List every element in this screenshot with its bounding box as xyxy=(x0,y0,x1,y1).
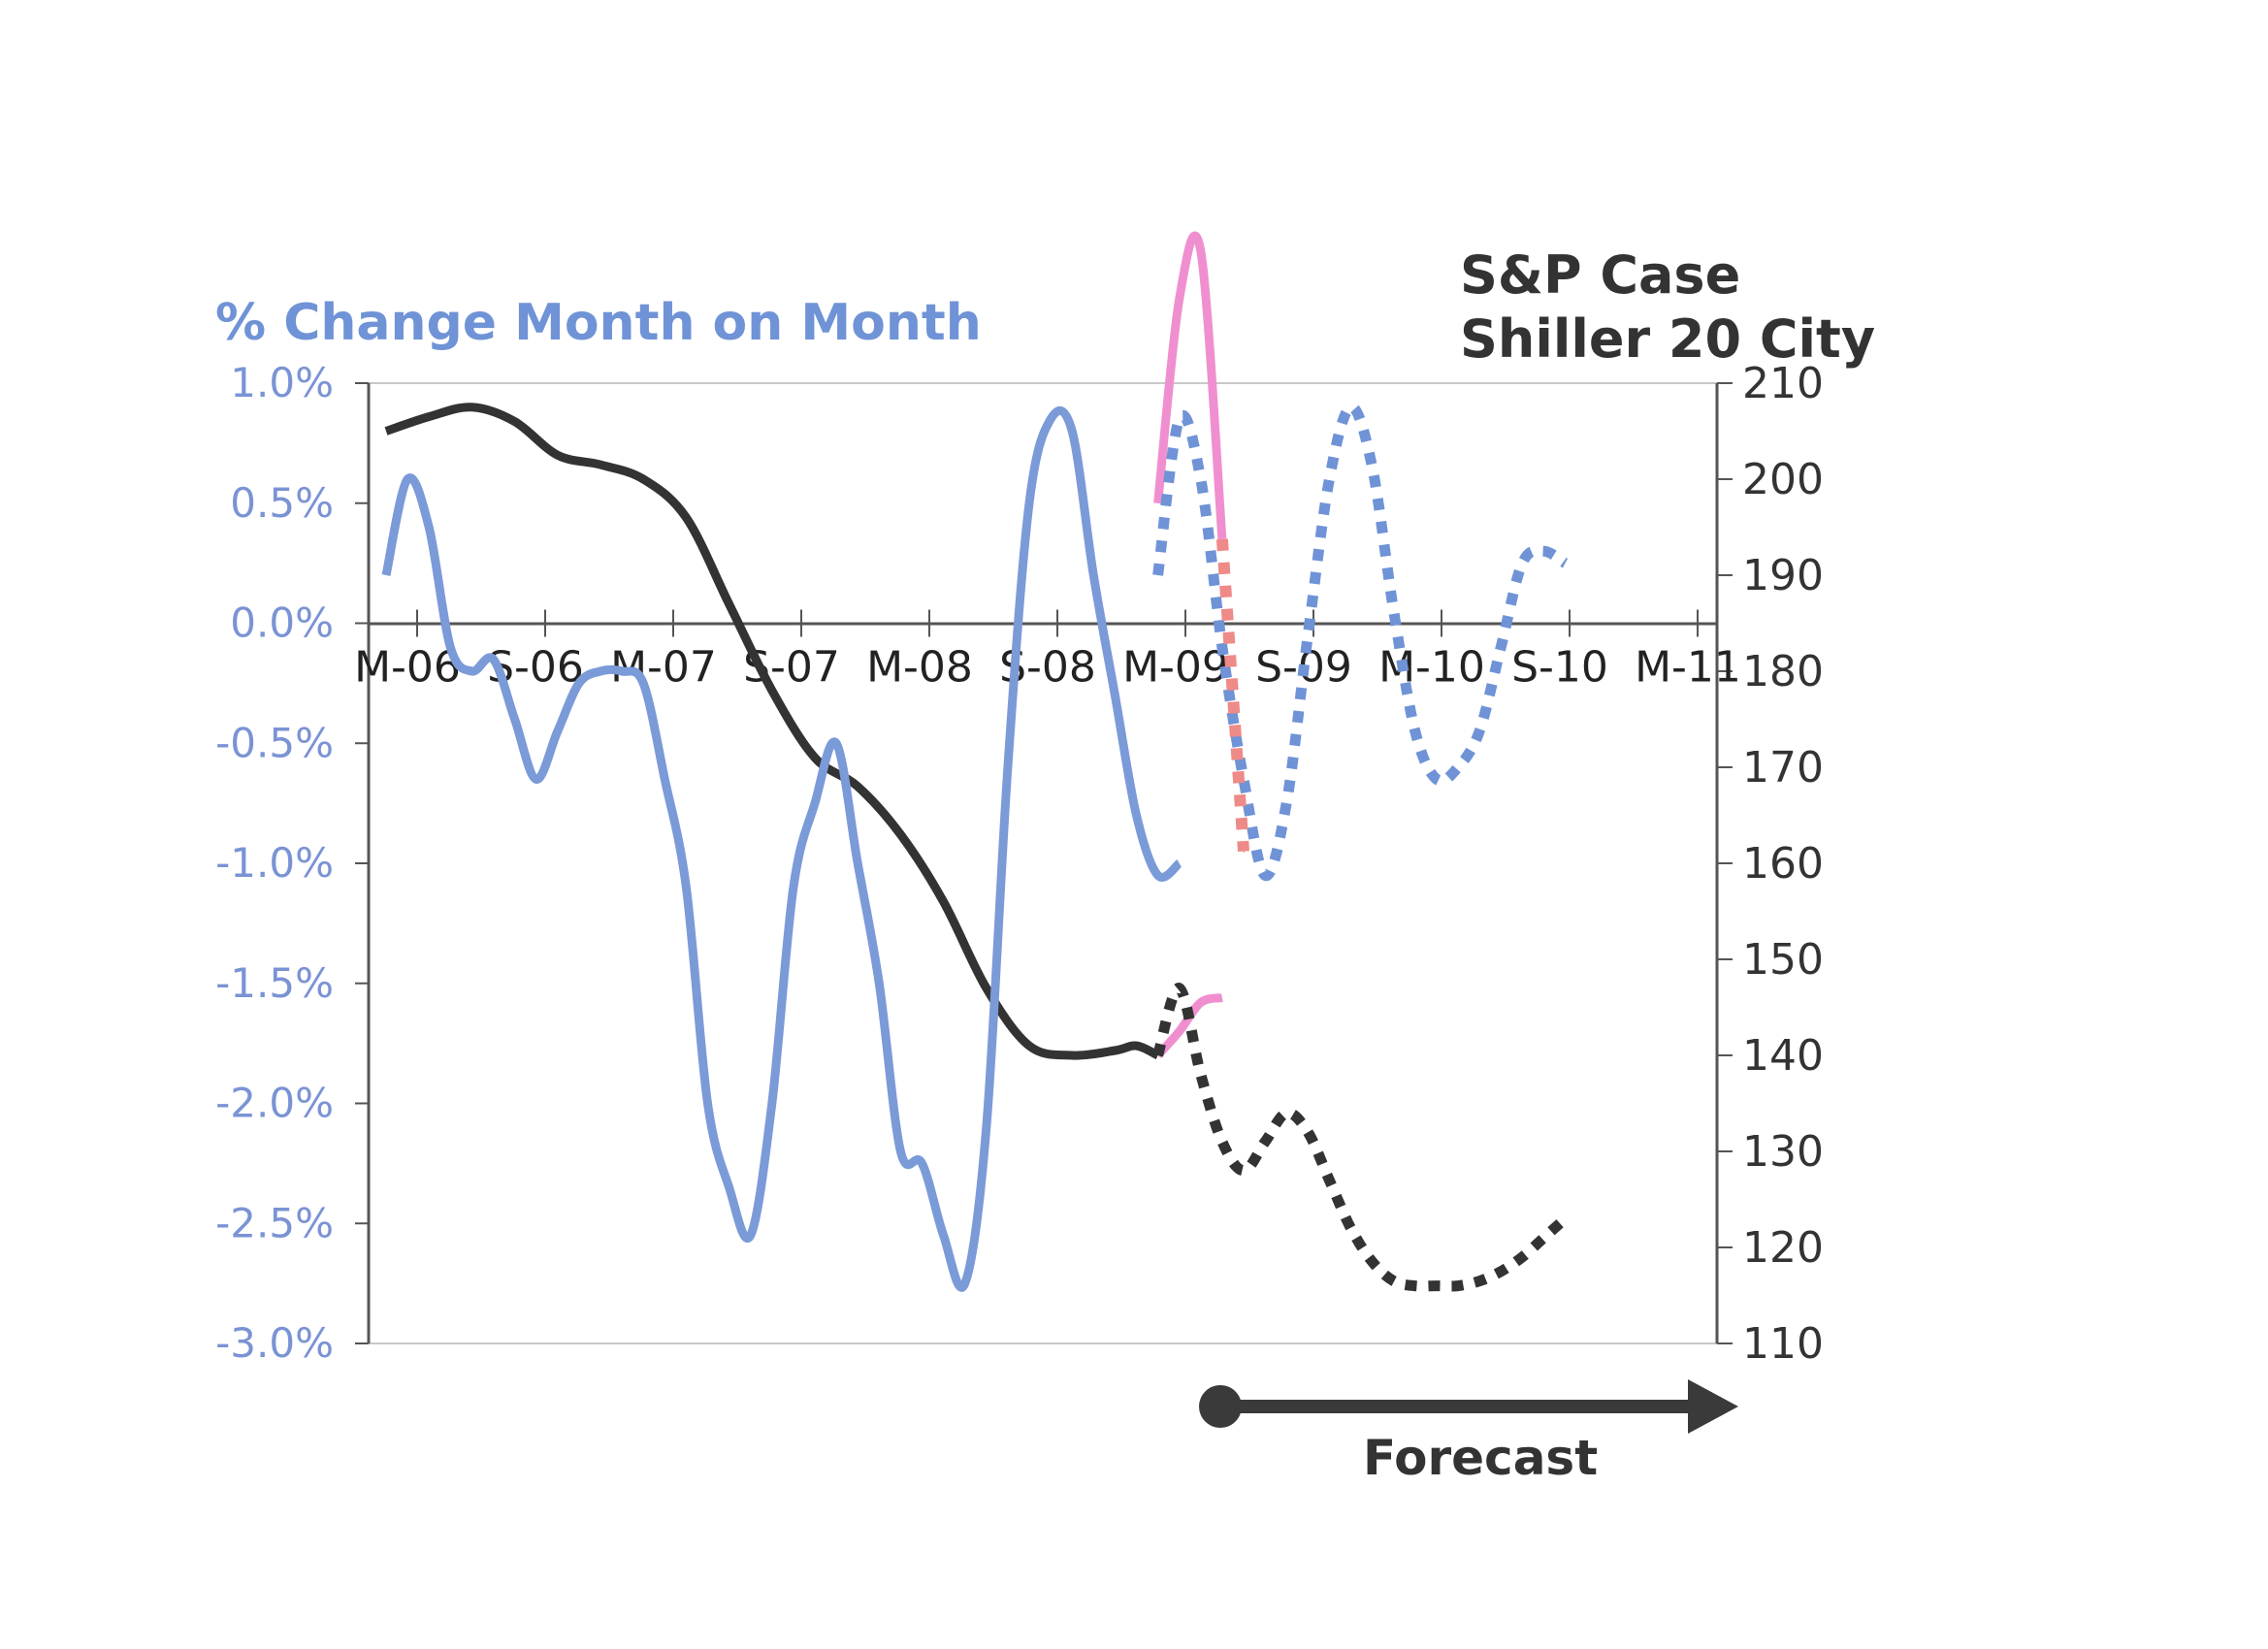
pct-change-actual-line xyxy=(381,406,1183,1292)
pct-change-revised-projection-arrow xyxy=(1215,538,1249,854)
right-tick-label: 140 xyxy=(1742,1031,1824,1081)
right-tick-label: 200 xyxy=(1742,455,1824,504)
left-tick-label: 0.0% xyxy=(230,599,334,647)
left-tick-label: -2.5% xyxy=(215,1199,334,1246)
x-tick-label: M-08 xyxy=(866,643,973,693)
forecast-label: Forecast xyxy=(1363,1430,1598,1486)
x-tick-label: M-06 xyxy=(354,643,461,693)
x-tick-label: S-10 xyxy=(1511,643,1608,693)
right-tick-label: 160 xyxy=(1742,839,1824,889)
right-tick-label: 150 xyxy=(1742,935,1824,985)
pct-change-revised-line xyxy=(1153,231,1227,540)
forecast-arrow-head xyxy=(1688,1379,1738,1434)
right-tick-label: 110 xyxy=(1742,1319,1824,1369)
left-axis-ticks: 1.0% 0.5% 0.0% -0.5% -1.0% -1.5% -2.0% -2.5% -3.… xyxy=(215,359,369,1367)
right-tick-label: 170 xyxy=(1742,743,1824,792)
series-layer xyxy=(381,231,1570,1292)
x-axis-ticks: M-06 S-06 M-07 S-07 M-08 S-08 M-09 S-09 M-10 S-10… xyxy=(354,609,1741,693)
x-tick-label: M-10 xyxy=(1378,643,1485,693)
index-forecast-line xyxy=(1152,983,1570,1292)
right-tick-label: 130 xyxy=(1742,1127,1824,1177)
right-tick-label: 210 xyxy=(1742,359,1824,408)
x-tick-label: M-09 xyxy=(1122,643,1229,693)
pct-change-forecast-line xyxy=(1152,402,1569,881)
left-axis-title: % Change Month on Month xyxy=(215,294,982,352)
left-tick-label: -2.0% xyxy=(215,1080,334,1127)
plot-area xyxy=(367,382,1719,1344)
right-axis-title-line-1: S&P Case xyxy=(1460,244,1740,306)
left-tick-label: 0.5% xyxy=(230,479,334,527)
right-tick-label: 180 xyxy=(1742,647,1824,696)
right-axis-title-line-2: Shiller 20 City xyxy=(1460,308,1875,370)
right-axis-ticks: 210 200 190 180 170 160 150 140 130 120 110 xyxy=(1717,359,1824,1369)
left-tick-label: -3.0% xyxy=(215,1319,334,1367)
left-tick-label: -0.5% xyxy=(215,719,334,766)
index-actual-line xyxy=(384,403,1160,1060)
right-tick-label: 120 xyxy=(1742,1223,1824,1273)
forecast-indicator: Forecast xyxy=(1199,1379,1738,1486)
x-tick-label: M-11 xyxy=(1635,643,1741,693)
left-tick-label: 1.0% xyxy=(230,359,334,406)
right-tick-label: 190 xyxy=(1742,551,1824,600)
left-tick-label: -1.5% xyxy=(215,959,334,1007)
left-tick-label: -1.0% xyxy=(215,839,334,887)
